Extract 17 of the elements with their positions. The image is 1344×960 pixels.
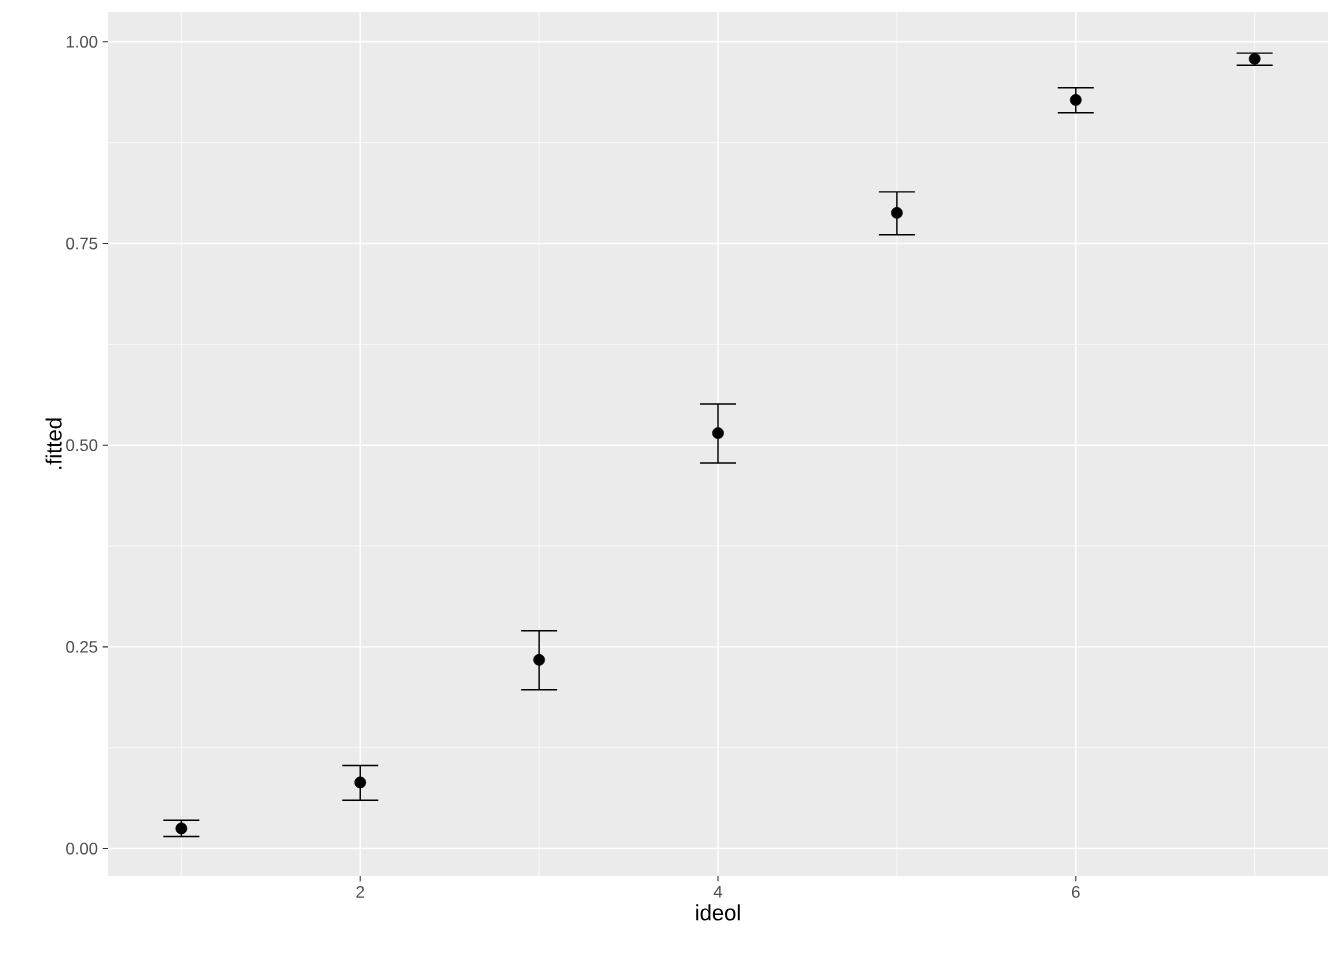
- point: [533, 653, 545, 666]
- y-tick-label: 0.25: [66, 641, 98, 653]
- y-tick-label: 0.75: [66, 237, 98, 250]
- x-tick-label: 4: [713, 886, 723, 898]
- point: [1069, 94, 1082, 106]
- y-tick-label: 0.50: [66, 439, 98, 452]
- point: [354, 776, 367, 789]
- x-tick-label: 6: [1071, 886, 1080, 898]
- y-axis-title: .fitted: [45, 418, 62, 469]
- point: [712, 427, 724, 439]
- point: [1248, 52, 1261, 65]
- point: [175, 822, 188, 835]
- point: [891, 206, 903, 219]
- x-axis-title: ideol: [696, 904, 740, 921]
- x-tick-label: 2: [356, 886, 365, 898]
- y-tick-label: 0.00: [66, 842, 98, 855]
- y-tick-label: 1.00: [66, 35, 98, 48]
